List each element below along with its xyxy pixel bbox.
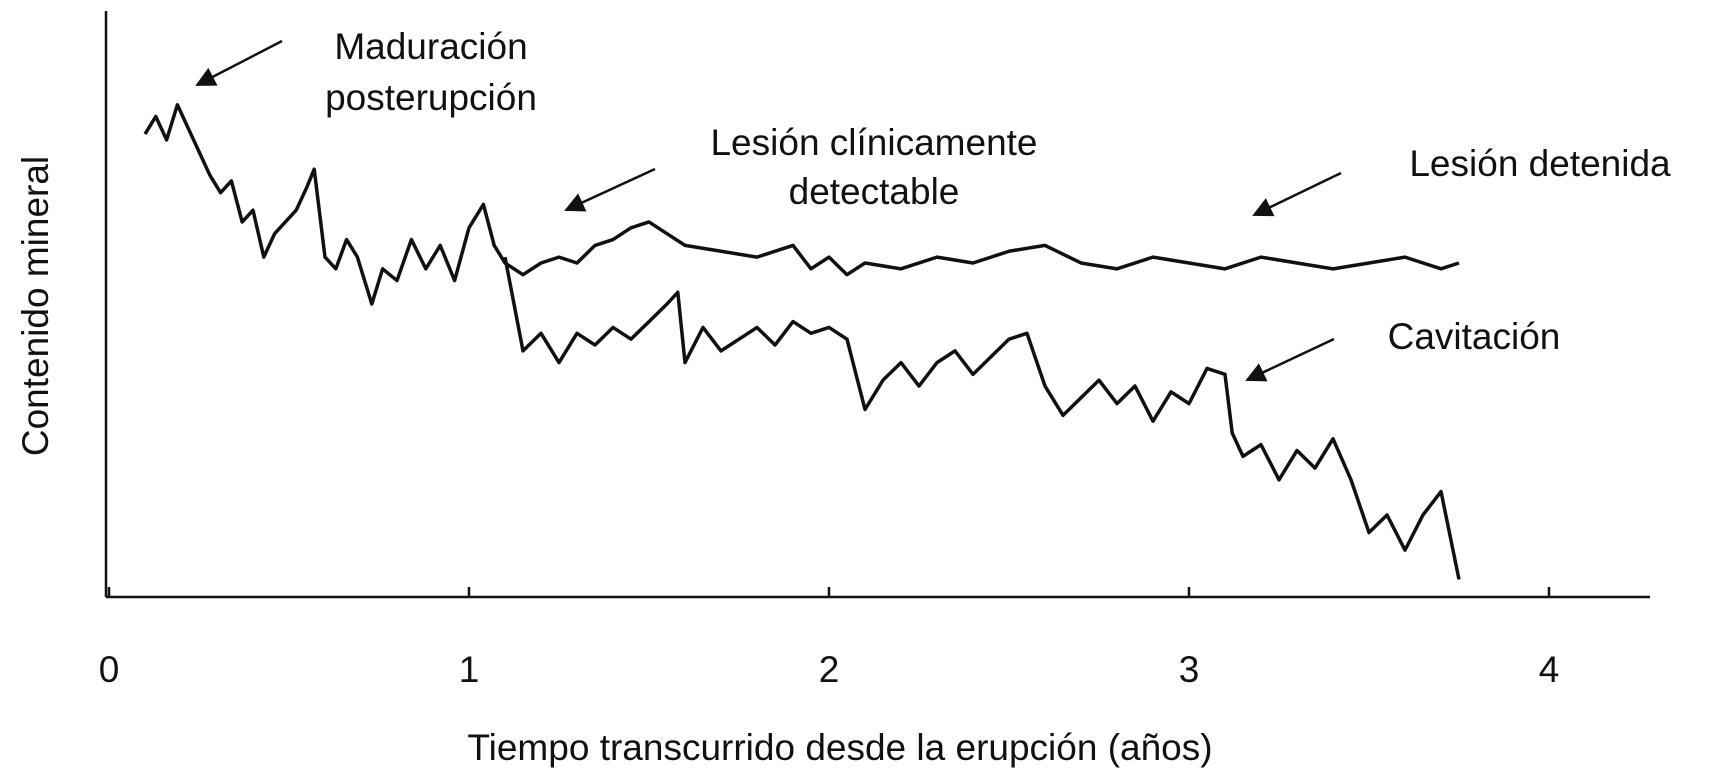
x-tick-label: 2	[819, 649, 840, 690]
annotation-text: detectable	[789, 171, 960, 212]
x-tick-label: 4	[1539, 649, 1560, 690]
annotation-text: Lesión detenida	[1409, 143, 1671, 184]
annotation-text: posterupción	[325, 77, 537, 118]
annotation-arrow	[564, 167, 656, 212]
x-tick-label: 0	[99, 649, 120, 690]
annotation: Lesión clínicamente detectable	[564, 122, 1038, 212]
annotation: Maduración posterupción	[195, 26, 537, 118]
x-tick-label: 1	[459, 649, 480, 690]
data-line	[503, 256, 1461, 580]
x-tick-label: 3	[1179, 649, 1200, 690]
data-line	[143, 103, 1460, 306]
annotation-text: Cavitación	[1388, 316, 1561, 357]
annotation: Cavitación	[1245, 316, 1561, 382]
annotation-text: Maduración	[334, 26, 527, 67]
annotation-text: Lesión clínicamente	[710, 122, 1037, 163]
annotation-arrow	[195, 39, 283, 87]
annotation: Lesión detenida	[1252, 143, 1671, 217]
y-axis-label: Contenido mineral	[15, 156, 56, 456]
x-axis-label: Tiempo transcurrido desde la erupción (a…	[467, 727, 1212, 768]
annotation-arrow	[1245, 337, 1335, 382]
annotation-arrow	[1252, 171, 1342, 217]
